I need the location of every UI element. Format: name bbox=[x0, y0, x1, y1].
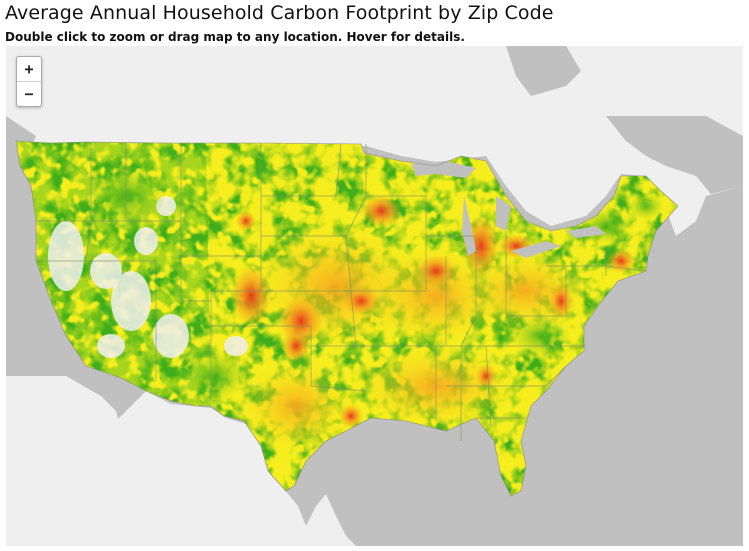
zoom-out-button[interactable]: − bbox=[17, 81, 41, 106]
us-coastline bbox=[15, 140, 679, 497]
map-canvas[interactable] bbox=[6, 46, 743, 546]
zoom-in-button[interactable]: + bbox=[24, 60, 34, 78]
map-instructions: Double click to zoom or drag map to any … bbox=[5, 30, 465, 44]
map-title: Average Annual Household Carbon Footprin… bbox=[5, 2, 554, 24]
map-viewport[interactable]: + − bbox=[6, 46, 743, 546]
surrounding-land bbox=[6, 46, 743, 546]
water-bodies bbox=[6, 46, 743, 194]
state-borders bbox=[36, 143, 647, 441]
great-lakes bbox=[411, 161, 606, 258]
zoom-control: + − bbox=[16, 56, 42, 107]
